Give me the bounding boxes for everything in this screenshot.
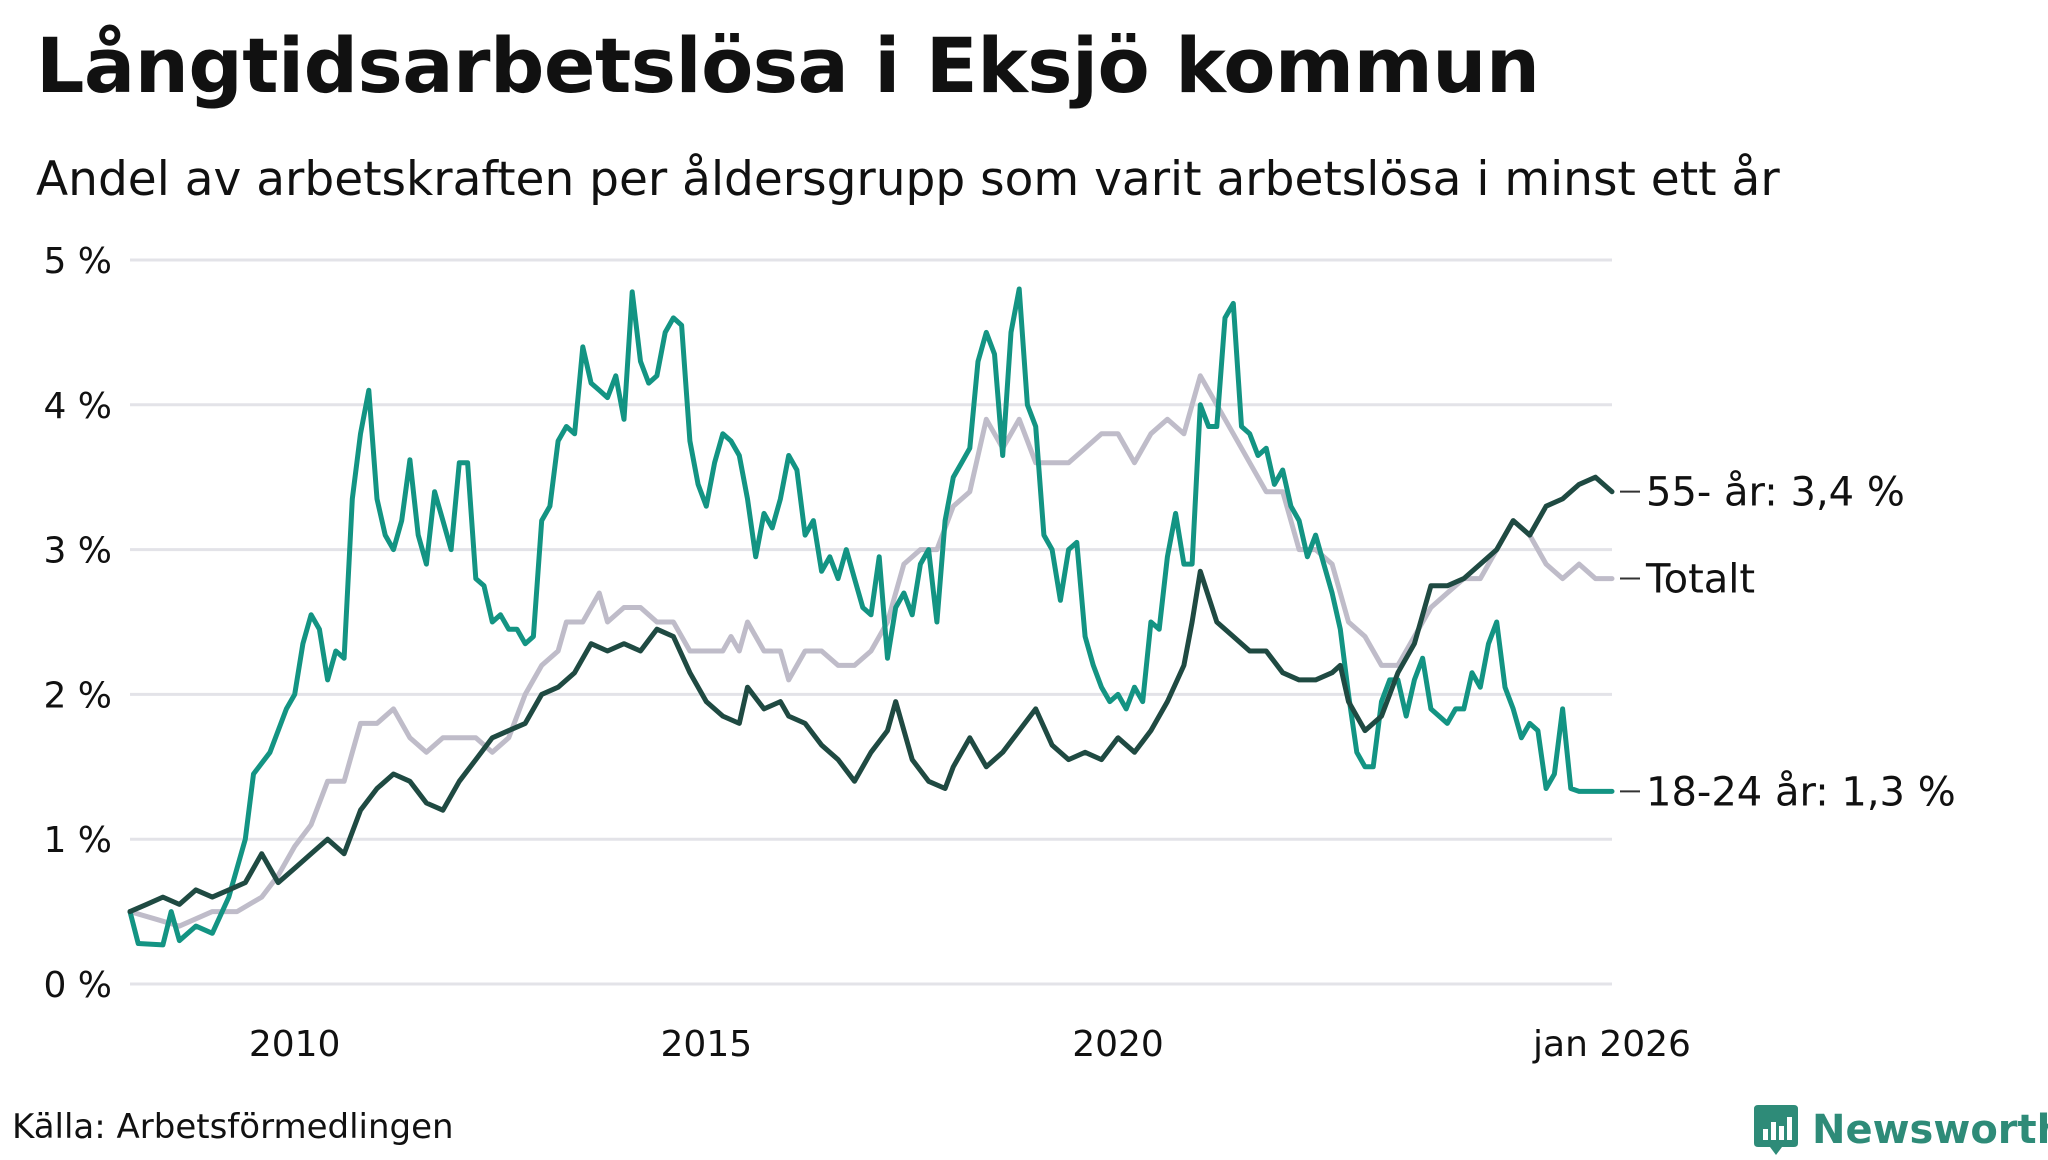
x-axis: 2010 2015 2020 jan 2026 bbox=[249, 1024, 1691, 1065]
chart-title: Långtidsarbetslösa i Eksjö kommun bbox=[36, 21, 1540, 110]
y-tick-label: 2 % bbox=[43, 675, 112, 716]
series-end-label: 18-24 år: 1,3 % bbox=[1646, 769, 1956, 815]
y-axis: 0 % 1 % 2 % 3 % 4 % 5 % bbox=[43, 241, 112, 1006]
x-tick-label: 2015 bbox=[661, 1024, 753, 1065]
brand-name: Newsworthy bbox=[1812, 1107, 2048, 1153]
y-tick-label: 3 % bbox=[43, 531, 112, 572]
grid-layer bbox=[130, 258, 1612, 986]
y-tick-label: 5 % bbox=[43, 241, 112, 282]
x-tick-label: 2010 bbox=[249, 1024, 341, 1065]
newsworthy-logo-icon bbox=[1754, 1105, 1798, 1155]
chart-subtitle: Andel av arbetskraften per åldersgrupp s… bbox=[36, 152, 1780, 207]
y-tick-label: 0 % bbox=[43, 965, 112, 1006]
y-tick-label: 1 % bbox=[43, 820, 112, 861]
series-end-label: 55- år: 3,4 % bbox=[1646, 470, 1905, 516]
series-line-55-r bbox=[127, 474, 1615, 915]
source-note: Källa: Arbetsförmedlingen bbox=[12, 1107, 454, 1147]
line-chart: 0 %1 %2 %3 %4 %5 % 2010 2015 2020 jan 2026 … bbox=[43, 241, 1956, 1065]
series-line-18-24-r bbox=[127, 286, 1615, 948]
series-layer bbox=[127, 286, 1615, 948]
brand-logo: Newsworthy bbox=[1752, 1100, 2048, 1160]
series-line-totalt bbox=[127, 373, 1615, 929]
series-labels: 55- år: 3,4 % Totalt 18-24 år: 1,3 % bbox=[1620, 470, 1956, 815]
y-tick-label: 4 % bbox=[43, 386, 112, 427]
x-tick-label: jan 2026 bbox=[1532, 1024, 1691, 1065]
series-end-label: Totalt bbox=[1645, 557, 1755, 603]
x-tick-label: 2020 bbox=[1072, 1024, 1164, 1065]
